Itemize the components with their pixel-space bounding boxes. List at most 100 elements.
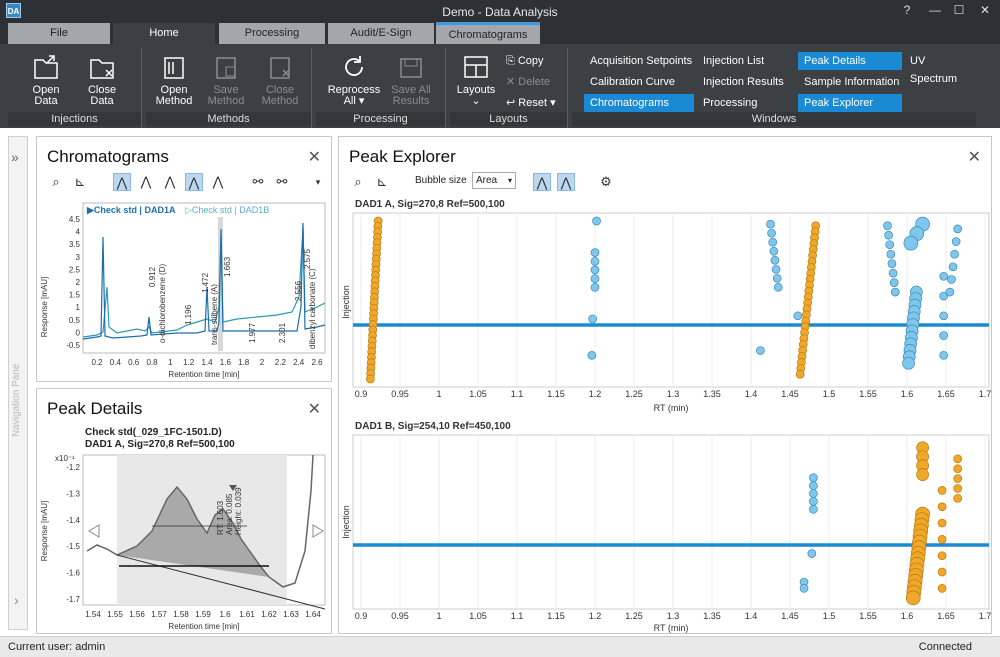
window-acquisition-setpoints[interactable]: Acquisition Setpoints [590, 55, 693, 67]
peak-bubble[interactable] [799, 584, 809, 593]
peak-bubble[interactable] [916, 468, 929, 481]
peak-bubble[interactable] [809, 497, 818, 506]
window-peak-details[interactable]: Peak Details [798, 52, 902, 70]
peak-bubble[interactable] [767, 228, 776, 238]
more-options-icon[interactable]: ▾ [315, 177, 321, 187]
peak-bubble[interactable] [887, 259, 897, 269]
window-chromatograms[interactable]: Chromatograms [584, 94, 694, 112]
window-processing-method[interactable]: Processing Method [703, 97, 758, 127]
peak-bubble[interactable] [902, 356, 915, 370]
peak-bubble[interactable] [885, 240, 895, 250]
overlay-icon[interactable]: ⋀ [113, 173, 131, 191]
delete-layout-button[interactable]: ✕ Delete [506, 73, 550, 91]
bubble-size-select[interactable]: Area ▾ [472, 172, 516, 189]
peak-fill-icon[interactable]: ⋀ [185, 173, 203, 191]
peak-bubble[interactable] [937, 486, 947, 495]
help-button[interactable]: ? [903, 3, 911, 17]
minimize-button[interactable]: — [929, 3, 941, 17]
close-data-button[interactable]: Close Data [78, 52, 126, 107]
baseline-icon[interactable]: ⋀ [212, 174, 224, 189]
show-identified-icon[interactable]: ⋀ [533, 173, 551, 191]
peak-bubble[interactable] [590, 256, 600, 266]
peak-bubble[interactable] [939, 350, 949, 360]
peak-bubble[interactable] [886, 249, 896, 259]
y-link-icon[interactable]: ⚯ [276, 174, 288, 189]
peak-bubble[interactable] [937, 535, 947, 544]
left-boundary-handle-icon[interactable] [88, 524, 100, 538]
separate-icon[interactable]: ⋀ [164, 174, 176, 189]
peak-bubble[interactable] [905, 590, 921, 606]
peak-bubble[interactable] [766, 219, 775, 229]
close-window-button[interactable]: ✕ [979, 3, 991, 17]
window-calibration-curve[interactable]: Calibration Curve [590, 76, 675, 88]
peak-bubble[interactable] [953, 464, 963, 474]
peak-bubble[interactable] [953, 454, 963, 464]
peak-bubble[interactable] [937, 567, 947, 577]
peak-bubble[interactable] [937, 551, 947, 561]
pe-zoom-icon[interactable]: ⌕ [354, 174, 362, 189]
peak-bubble[interactable] [883, 221, 892, 231]
peak-bubble[interactable] [772, 273, 782, 283]
peak-bubble[interactable] [953, 474, 963, 483]
settings-gear-icon[interactable]: ⚙ [600, 174, 612, 189]
peak-bubble[interactable] [937, 584, 947, 593]
peak-bubble[interactable] [939, 311, 949, 321]
peak-bubble[interactable] [587, 350, 597, 360]
peak-bubble[interactable] [773, 283, 783, 292]
close-peak-details-icon[interactable]: ✕ [307, 401, 321, 418]
window-peak-explorer[interactable]: Peak Explorer [798, 94, 902, 112]
peak-bubble[interactable] [756, 346, 765, 355]
navigation-pane[interactable]: » Navigation Pane › [8, 136, 28, 630]
peak-bubble[interactable] [953, 484, 963, 493]
peak-bubble[interactable] [771, 264, 781, 274]
peak-bubble[interactable] [590, 265, 600, 275]
peak-bubble[interactable] [950, 249, 959, 259]
x-link-icon[interactable]: ⚯ [252, 174, 264, 189]
peak-bubble[interactable] [903, 235, 919, 251]
copy-layout-button[interactable]: ⎘ Copy [506, 52, 544, 70]
window-injection-list[interactable]: Injection List [703, 55, 765, 67]
save-method-button[interactable]: Save Method [202, 52, 250, 107]
peak-bubble[interactable] [939, 331, 949, 340]
peak-bubble[interactable] [809, 481, 818, 491]
peak-bubble[interactable] [795, 369, 805, 379]
peak-bubble[interactable] [809, 505, 818, 514]
axis-icon[interactable]: ⊾ [74, 174, 86, 189]
nav-arrow-icon[interactable]: › [14, 592, 19, 608]
right-boundary-handle-icon[interactable] [312, 524, 324, 538]
peak-bubble[interactable] [888, 268, 898, 278]
tab-file[interactable]: File [8, 23, 110, 44]
peak-bubble[interactable] [768, 237, 778, 247]
peak-bubble[interactable] [769, 246, 779, 256]
peak-bubble[interactable] [590, 283, 600, 292]
peak-bubble[interactable] [592, 216, 601, 226]
peak-bubble[interactable] [945, 287, 955, 297]
maximize-button[interactable]: ☐ [953, 3, 965, 17]
peak-bubble[interactable] [889, 278, 899, 287]
reprocess-all-button[interactable]: Reprocess All ▾ [326, 52, 382, 107]
stack-icon[interactable]: ⋀ [140, 174, 152, 189]
peak-bubble[interactable] [953, 224, 963, 234]
open-data-button[interactable]: Open Data [22, 52, 70, 107]
close-peak-explorer-icon[interactable]: ✕ [967, 149, 981, 166]
legend-dad1b[interactable]: ▷Check std | DAD1B [185, 205, 269, 215]
close-chromatograms-icon[interactable]: ✕ [307, 149, 321, 166]
window-sample-information[interactable]: Sample Information [804, 76, 900, 88]
expand-nav-icon[interactable]: » [11, 149, 19, 165]
pe-axis-icon[interactable]: ⊾ [376, 174, 388, 189]
peak-bubble[interactable] [937, 502, 947, 512]
peak-bubble[interactable] [953, 493, 963, 503]
save-all-results-button[interactable]: Save All Results [388, 52, 434, 107]
peak-bubble[interactable] [366, 374, 375, 384]
zoom-icon[interactable]: ⌕ [52, 174, 60, 189]
open-method-button[interactable]: Open Method [150, 52, 198, 107]
peak-bubble[interactable] [793, 311, 803, 321]
peak-bubble[interactable] [884, 230, 893, 240]
tab-home[interactable]: Home [113, 23, 215, 44]
close-method-button[interactable]: Close Method [256, 52, 304, 107]
layouts-button[interactable]: Layouts ⌄ [454, 52, 498, 107]
window-injection-results[interactable]: Injection Results [703, 76, 784, 88]
plot1-bubbles[interactable] [366, 216, 963, 384]
peak-bubble[interactable] [770, 255, 780, 265]
plot2-bubbles[interactable] [799, 441, 963, 606]
